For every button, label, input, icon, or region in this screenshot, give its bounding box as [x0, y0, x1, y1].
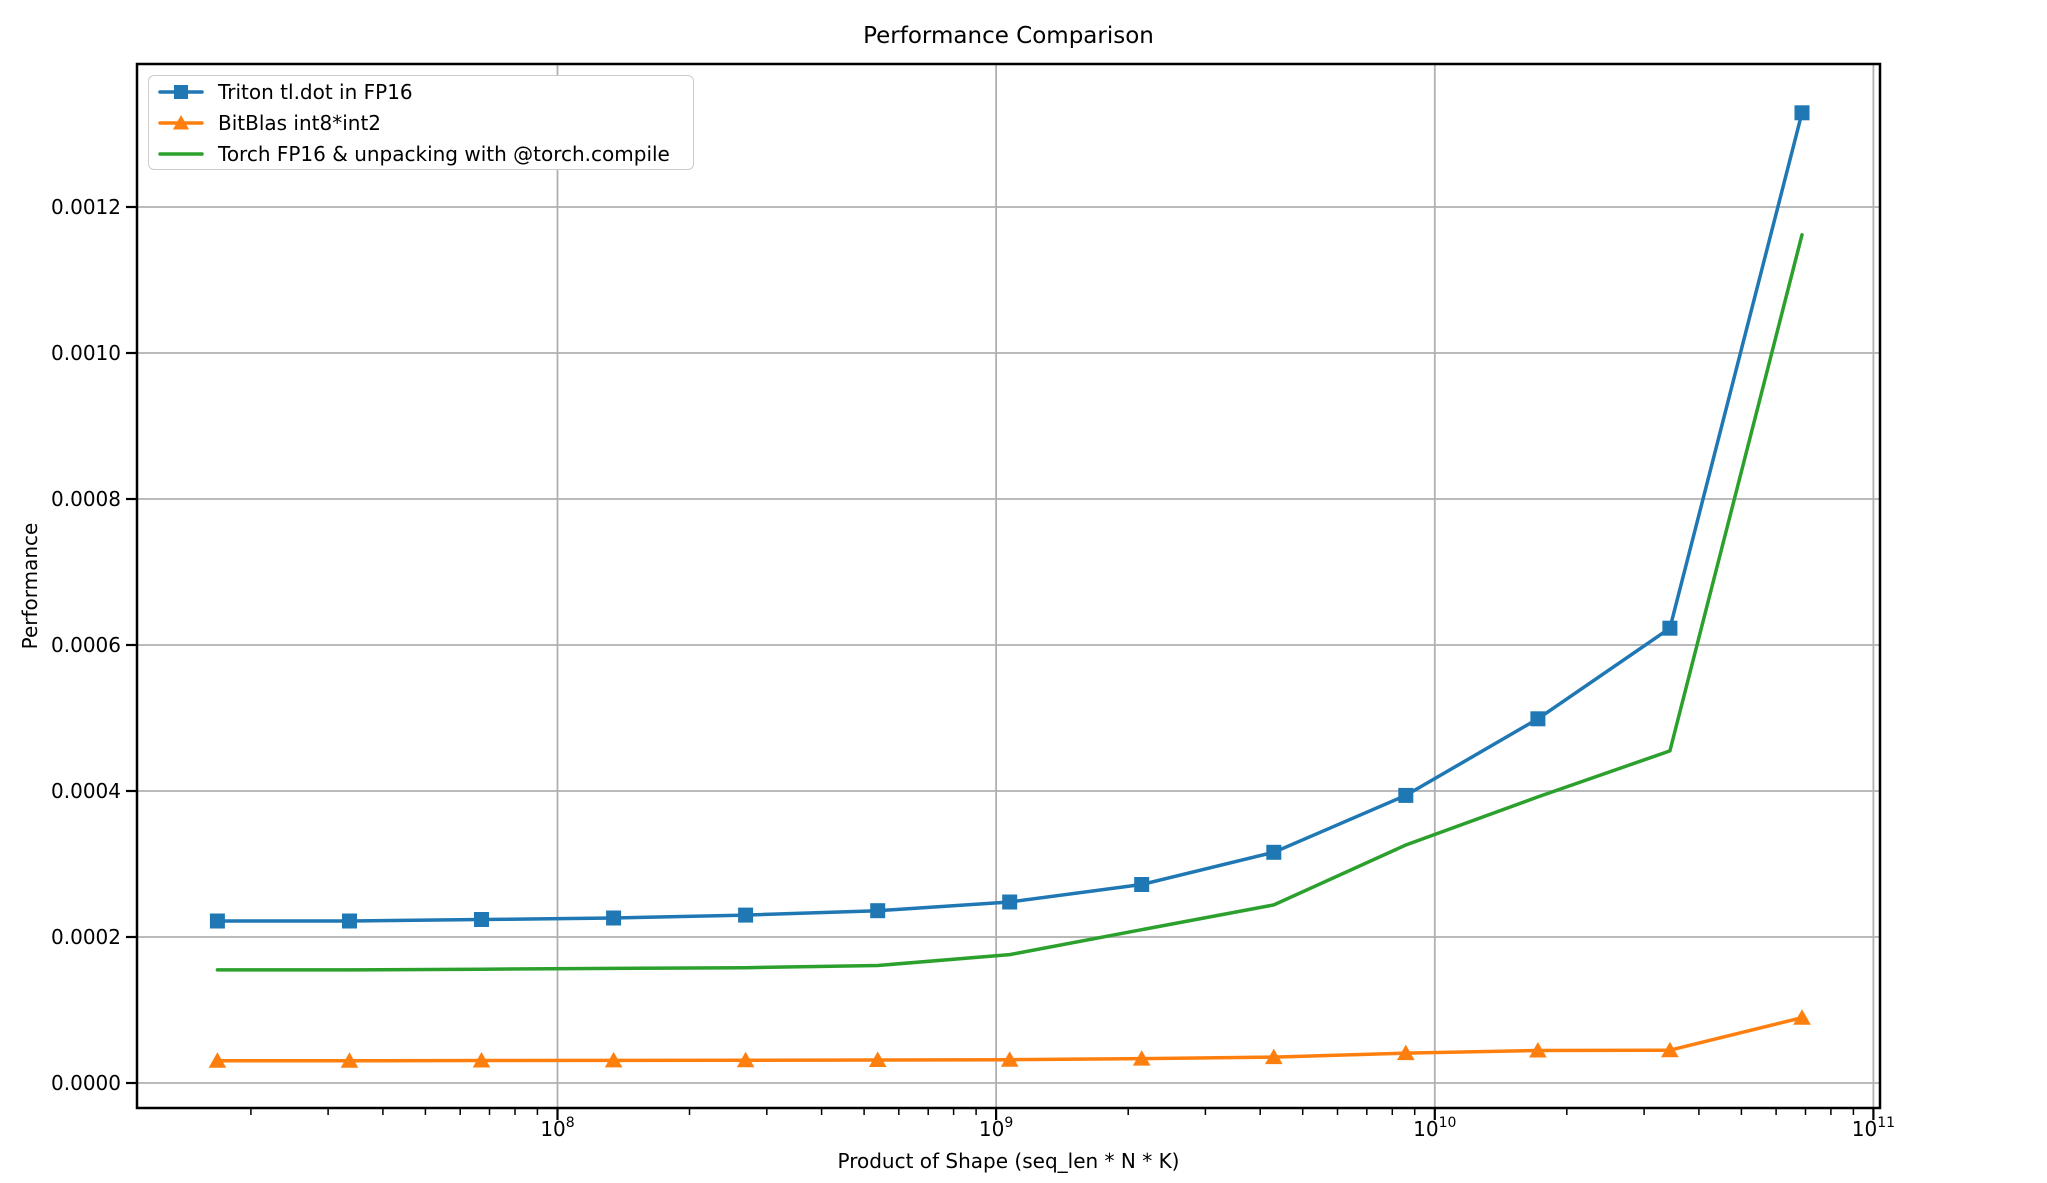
legend-sample-triangle-line-icon [158, 114, 204, 129]
svg-text:0.0000: 0.0000 [51, 1071, 121, 1095]
svg-text:0.0012: 0.0012 [51, 195, 121, 219]
svg-text:0.0008: 0.0008 [51, 487, 121, 511]
legend-item-bitblas: BitBlas int8*int2 [158, 107, 693, 138]
legend-sample-plain-line-icon [158, 151, 204, 156]
svg-text:1010: 1010 [1413, 1115, 1456, 1141]
legend-label: Triton tl.dot in FP16 [218, 79, 413, 104]
svg-text:0.0004: 0.0004 [51, 779, 121, 803]
legend-item-torch: Torch FP16 & unpacking with @torch.compi… [158, 138, 693, 169]
legend-item-triton: Triton tl.dot in FP16 [158, 76, 693, 107]
svg-text:0.0006: 0.0006 [51, 633, 121, 657]
y-axis-label: Performance [18, 522, 42, 650]
chart-title: Performance Comparison [863, 23, 1154, 49]
legend-label: BitBlas int8*int2 [218, 110, 382, 135]
svg-text:108: 108 [540, 1115, 574, 1141]
svg-text:109: 109 [979, 1115, 1013, 1141]
svg-text:0.0010: 0.0010 [51, 341, 121, 365]
legend-sample-square-line-icon [158, 84, 204, 99]
x-axis-label: Product of Shape (seq_len * N * K) [837, 1149, 1180, 1173]
svg-text:0.0002: 0.0002 [51, 925, 121, 949]
legend: Triton tl.dot in FP16 BitBlas int8*int2 … [148, 75, 694, 170]
svg-text:1011: 1011 [1852, 1115, 1895, 1141]
legend-label: Torch FP16 & unpacking with @torch.compi… [218, 141, 670, 166]
